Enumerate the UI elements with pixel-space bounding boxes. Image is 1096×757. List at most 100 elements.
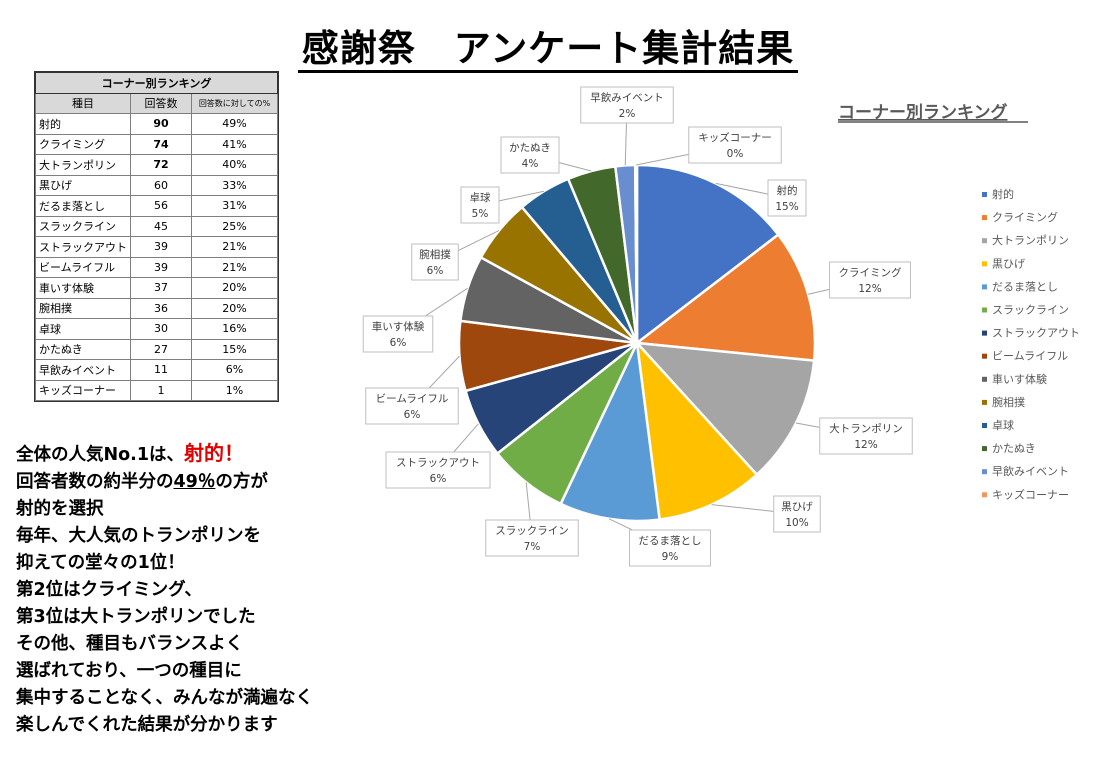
legend-swatch: [982, 330, 987, 336]
summary-line: 全体の人気No.1は、射的！: [16, 440, 376, 469]
legend-label: だるま落とし: [992, 280, 1058, 293]
summary-line: 抑えての堂々の1位！: [16, 553, 185, 573]
legend-label: 卓球: [992, 418, 1014, 432]
legend-label: 射的: [992, 187, 1014, 201]
row-count: 37: [130, 277, 192, 299]
data-label-percent: 9%: [662, 551, 679, 563]
row-event-name: 黒ひげ: [35, 174, 131, 196]
row-event-name: 射的: [35, 113, 131, 135]
summary-highlight: 射的！: [184, 441, 244, 465]
row-event-name: 大トランポリン: [35, 154, 131, 176]
chart-title: コーナー別ランキング: [838, 102, 1008, 123]
data-label-box: [580, 86, 674, 124]
data-label-box: [362, 315, 434, 353]
summary-line: 第2位はクライミング、: [16, 580, 202, 600]
data-label-name: 腕相撲: [419, 248, 451, 261]
legend-swatch: [982, 423, 987, 428]
row-count: 11: [130, 359, 192, 381]
table-row: キッズコーナー 1 1%: [35, 379, 278, 401]
legend-swatch: [982, 307, 987, 313]
row-event-name: クライミング: [35, 133, 131, 155]
legend-label: キッズコーナー: [992, 487, 1069, 501]
table-header-event: 種目: [35, 92, 131, 114]
row-count: 56: [130, 195, 192, 217]
data-label-name: 射的: [777, 184, 798, 197]
summary-underline: 49％: [173, 472, 216, 492]
data-label-percent: 6%: [404, 409, 421, 421]
data-label-name: キッズコーナー: [698, 131, 772, 144]
summary-line: 選ばれており、一つの種目に: [16, 661, 242, 681]
data-label-percent: 6%: [430, 473, 447, 485]
data-label-percent: 7%: [524, 541, 541, 553]
row-count: 39: [130, 236, 192, 258]
data-label-percent: 5%: [472, 208, 489, 220]
summary-line: 毎年、大人気のトランポリンを: [16, 526, 261, 546]
table-row: スラックライン 45 25%: [35, 215, 278, 237]
legend-label: かたぬき: [992, 442, 1036, 455]
table-row: ビームライフル 39 21%: [35, 256, 278, 278]
data-label-name: 黒ひげ: [781, 501, 813, 513]
data-label-box: [485, 519, 579, 557]
data-label-box: [500, 136, 560, 174]
summary-text-segment: 全体の人気No.1は、: [16, 445, 184, 465]
summary-line: 射的を選択: [16, 499, 104, 519]
pie-slice: [633, 232, 817, 363]
data-label-name: スラックライン: [495, 525, 569, 537]
data-label-name: 卓球: [470, 191, 491, 204]
pie-slice: [635, 163, 780, 346]
table-row: 射的 90 49%: [35, 113, 278, 135]
legend-swatch: [982, 215, 987, 221]
data-label-box: [688, 126, 782, 164]
table-body: 射的 90 49% クライミング 74 41% 大トランポリン 72 40% 黒ひげ 60 33% だる…: [35, 113, 278, 401]
row-percent: 20%: [191, 277, 278, 299]
summary-text: 全体の人気No.1は、射的！ 回答者数の約半分の49％の方が 射的を選択 毎年、…: [16, 440, 376, 739]
table-row: だるま落とし 56 31%: [35, 195, 278, 217]
row-percent: 21%: [191, 256, 278, 278]
pie-slice: [559, 338, 661, 523]
summary-line: その他、種目もバランスよく: [16, 634, 244, 654]
legend-swatch: [982, 446, 987, 452]
legend-swatch: [982, 353, 987, 359]
table-row: 大トランポリン 72 40%: [35, 154, 278, 176]
data-label-name: だるま落とし: [639, 535, 702, 547]
data-label-name: ストラックアウト: [396, 457, 480, 469]
data-label-box: [767, 179, 807, 217]
data-label-percent: 2%: [619, 108, 636, 120]
legend-label: スラックライン: [992, 304, 1069, 317]
data-label-percent: 6%: [427, 265, 444, 277]
data-label-percent: 12%: [858, 283, 881, 295]
legend-label: 黒ひげ: [992, 257, 1025, 270]
summary-line: 第3位は大トランポリンでした: [16, 607, 256, 627]
legend-label: 車いす体験: [992, 372, 1047, 386]
summary-line: 回答者数の約半分の49％の方が: [16, 469, 376, 496]
data-label-name: ビームライフル: [376, 393, 449, 405]
row-count: 30: [130, 318, 192, 340]
data-label-box: [629, 529, 711, 567]
data-label-box: [411, 243, 459, 281]
summary-line: 集中することなく、みんなが満遍なく: [16, 688, 313, 708]
summary-line: 楽しんでくれた結果が分かります: [16, 715, 278, 735]
data-label-box: [819, 417, 913, 455]
data-label-percent: 0%: [727, 148, 744, 160]
table-row: ストラックアウト 39 21%: [35, 236, 278, 258]
row-percent: 1%: [191, 379, 278, 401]
summary-text-segment: 回答者数の約半分の: [16, 472, 174, 492]
row-percent: 16%: [191, 318, 278, 340]
summary-text-segment: の方が: [215, 472, 268, 492]
legend-swatch: [982, 492, 987, 498]
legend-label: 腕相撲: [992, 395, 1025, 409]
table-row: 卓球 30 16%: [35, 318, 278, 340]
data-label-percent: 15%: [775, 201, 798, 213]
legend-swatch: [982, 376, 987, 382]
legend-swatch: [982, 469, 987, 475]
legend-label: クライミング: [992, 210, 1058, 224]
legend-label: ストラックアウト: [992, 327, 1080, 340]
data-label-name: クライミング: [839, 266, 902, 279]
data-label-box: [385, 451, 491, 489]
table-row: クライミング 74 41%: [35, 133, 278, 155]
data-label-percent: 6%: [390, 337, 407, 349]
pie-slice: [633, 341, 816, 477]
legend-swatch: [982, 399, 987, 405]
row-percent: 40%: [191, 154, 278, 176]
